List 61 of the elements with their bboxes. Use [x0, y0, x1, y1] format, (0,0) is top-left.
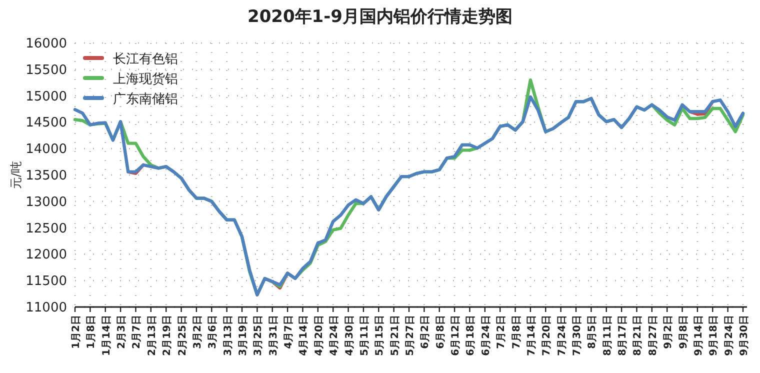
x-tick-label: 5月21日: [390, 315, 401, 356]
y-tick-label: 14500: [26, 116, 67, 131]
x-tick-label: 9月14日: [693, 315, 704, 356]
x-tick-label: 7月30日: [572, 315, 583, 356]
x-tick-label: 8月21日: [632, 315, 644, 356]
x-tick-label: 9月8日: [678, 315, 690, 349]
x-tick-label: 4月30日: [344, 315, 356, 356]
x-tick-label: 5月11日: [359, 315, 370, 356]
y-axis-title: 元/吨: [9, 160, 23, 190]
x-tick-label: 9月30日: [739, 315, 750, 356]
x-tick-label: 3月25日: [253, 315, 264, 356]
x-tick-label: 8月27日: [648, 315, 659, 356]
x-tick-label: 1月8日: [86, 315, 98, 349]
x-tick-label: 2月19日: [162, 315, 174, 356]
y-tick-label: 15000: [26, 89, 67, 104]
x-tick-label: 6月2日: [420, 315, 432, 349]
x-tick-label: 9月2日: [663, 315, 674, 349]
legend-label: 长江有色铝: [113, 52, 178, 67]
x-tick-label: 3月2日: [192, 315, 204, 349]
x-tick-label: 4月14日: [298, 315, 310, 356]
x-tick-label: 7月14日: [526, 315, 538, 356]
x-tick-label: 6月12日: [450, 315, 462, 356]
x-tick-label: 8月11日: [602, 315, 614, 356]
y-tick-label: 11000: [26, 300, 67, 316]
x-tick-label: 7月2日: [496, 315, 508, 349]
y-tick-label: 13000: [26, 194, 67, 210]
y-tick-label: 16000: [26, 36, 67, 52]
x-tick-label: 3月13日: [222, 315, 234, 356]
x-tick-label: 4月24日: [329, 315, 340, 356]
legend-label: 上海现货铝: [113, 72, 178, 87]
x-tick-label: 3月19日: [238, 315, 249, 356]
x-tick-label: 8月17日: [618, 315, 629, 356]
x-tick-label: 1月2日: [71, 315, 82, 349]
x-tick-label: 4月20日: [314, 315, 325, 356]
y-tick-label: 12500: [26, 221, 67, 236]
y-tick-label: 15500: [26, 62, 67, 78]
x-tick-label: 7月20日: [542, 315, 553, 356]
x-tick-label: 5月27日: [405, 315, 416, 356]
x-tick-label: 6月8日: [435, 315, 446, 349]
y-tick-label: 13500: [26, 168, 67, 184]
x-tick-label: 2月3日: [116, 315, 128, 349]
x-tick-label: 7月24日: [556, 315, 568, 356]
y-tick-label: 11500: [26, 274, 67, 290]
x-tick-label: 9月24日: [724, 315, 735, 356]
x-tick-label: 7月8日: [511, 315, 522, 349]
chart-title: 2020年1-9月国内铝价行情走势图: [247, 7, 513, 27]
x-tick-label: 6月18日: [466, 315, 477, 356]
y-tick-label: 14000: [26, 142, 67, 158]
x-tick-label: 4月7日: [284, 315, 295, 349]
x-tick-label: 5月15日: [374, 315, 386, 356]
legend-label: 广东南储铝: [113, 92, 178, 107]
x-tick-label: 2月7日: [132, 315, 143, 349]
x-tick-label: 8月5日: [587, 315, 598, 349]
x-tick-label: 3月6日: [208, 315, 219, 349]
x-tick-label: 2月25日: [177, 315, 188, 356]
x-tick-label: 1月14日: [101, 315, 112, 356]
x-tick-label: 9月18日: [708, 315, 720, 356]
x-tick-label: 3月31日: [268, 315, 280, 356]
x-tick-label: 6月24日: [480, 315, 492, 356]
x-tick-label: 2月13日: [146, 315, 158, 356]
y-tick-label: 12000: [26, 248, 67, 263]
